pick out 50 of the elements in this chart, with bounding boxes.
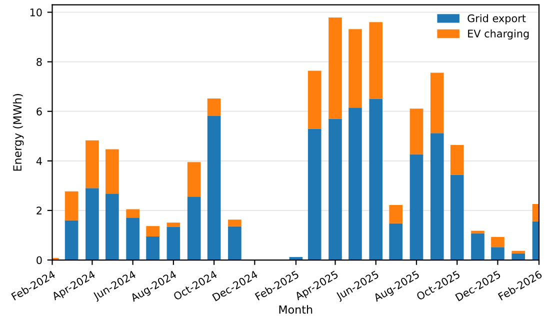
bar xyxy=(308,70,322,129)
bar xyxy=(471,230,484,234)
bar xyxy=(430,72,444,134)
bar xyxy=(450,145,464,175)
bar xyxy=(207,116,221,260)
bar xyxy=(389,205,402,224)
bar xyxy=(450,174,464,260)
bar xyxy=(106,149,119,194)
bar xyxy=(106,194,119,260)
bar xyxy=(166,226,180,260)
bar xyxy=(348,108,362,260)
bar xyxy=(369,98,383,260)
y-tick-label: 0 xyxy=(36,256,42,264)
bar xyxy=(491,236,504,248)
bar xyxy=(369,22,383,99)
bar xyxy=(512,253,526,260)
bar xyxy=(187,196,201,260)
x-axis-title: Month xyxy=(279,305,312,314)
bar xyxy=(389,223,402,260)
bar xyxy=(308,128,322,260)
legend-label: EV charging xyxy=(468,29,529,40)
bar xyxy=(328,118,342,260)
bar xyxy=(64,220,78,260)
bar xyxy=(146,236,160,260)
bar xyxy=(430,133,444,260)
bar xyxy=(512,250,526,254)
y-tick-label: 2 xyxy=(36,206,42,214)
bar xyxy=(64,191,78,220)
y-axis-title: Energy (MWh) xyxy=(12,94,24,171)
y-tick-label: 4 xyxy=(36,157,42,165)
legend-label: Grid export xyxy=(468,14,526,24)
y-tick-label: 8 xyxy=(36,58,42,66)
bar xyxy=(491,247,504,260)
bar xyxy=(328,17,342,119)
bar xyxy=(126,218,140,260)
bar xyxy=(348,29,362,108)
bar xyxy=(410,154,424,260)
bar xyxy=(86,188,99,260)
bar xyxy=(471,233,484,260)
bar xyxy=(207,98,221,116)
bar xyxy=(228,226,242,260)
y-tick-label: 10 xyxy=(30,8,42,16)
bar xyxy=(187,162,201,197)
bar xyxy=(410,108,424,154)
bar xyxy=(126,209,140,218)
bar xyxy=(166,222,180,227)
y-tick-label: 6 xyxy=(36,108,42,116)
bar xyxy=(228,220,242,226)
bar xyxy=(146,226,160,236)
bar xyxy=(86,140,99,188)
